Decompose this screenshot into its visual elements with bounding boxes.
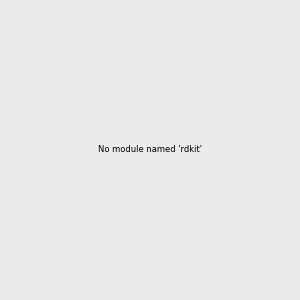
- Text: No module named 'rdkit': No module named 'rdkit': [98, 146, 202, 154]
